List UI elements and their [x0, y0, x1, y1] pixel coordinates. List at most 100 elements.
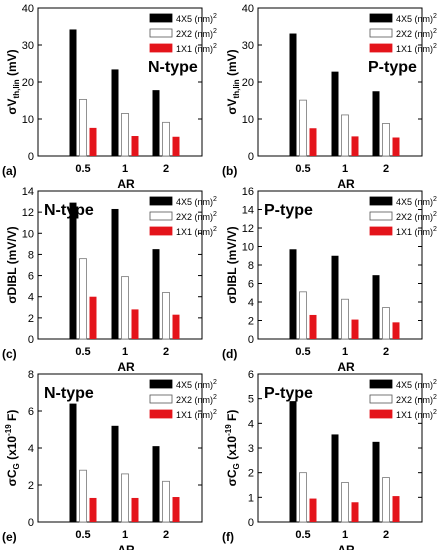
y-axis-label-unit: (mV/V) — [5, 226, 19, 267]
x-tick-label: 1 — [342, 163, 348, 175]
bar-1x1 — [131, 309, 139, 339]
x-tick-label: 1 — [342, 346, 348, 358]
y-tick-label: 4 — [28, 292, 34, 304]
legend-swatch — [149, 43, 173, 53]
y-axis-label-unit: (x10 — [5, 436, 19, 464]
type-annotation: P-type — [368, 59, 417, 76]
y-tick-label: 4 — [28, 443, 34, 455]
y-tick-label: 0 — [248, 334, 254, 346]
legend-label: 1X1 (nm)2 — [396, 409, 437, 420]
legend-swatch — [149, 13, 173, 23]
x-tick-label: 2 — [383, 346, 389, 358]
legend-swatch — [369, 226, 393, 236]
x-axis-label: AR — [117, 360, 135, 374]
y-tick-label: 6 — [28, 271, 34, 283]
panel-label: (b) — [222, 164, 237, 178]
legend-swatch — [369, 13, 393, 23]
y-tick-label: 20 — [242, 77, 254, 89]
bar-1x1 — [351, 136, 359, 156]
bar-1x1 — [89, 127, 97, 156]
bar-2x2 — [382, 307, 390, 340]
bar-2x2 — [341, 114, 349, 157]
legend-swatch — [369, 211, 393, 221]
bar-2x2 — [79, 469, 87, 523]
legend-label-sup: 2 — [213, 379, 217, 386]
y-tick-label: 5 — [248, 394, 254, 406]
legend-label-text: 2X2 (nm) — [396, 212, 433, 222]
legend-label: 1X1 (nm)2 — [176, 226, 217, 237]
y-tick-label: 8 — [28, 369, 34, 381]
legend-label-sup: 2 — [213, 409, 217, 416]
bar-1x1 — [392, 496, 400, 522]
y-tick-label: 0 — [28, 151, 34, 163]
legend-label-text: 4X5 (nm) — [176, 380, 213, 390]
y-tick-label: 0 — [28, 334, 34, 346]
legend-label-sup: 2 — [433, 43, 437, 50]
legend-label: 1X1 (nm)2 — [176, 43, 217, 54]
legend-label: 4X5 (nm)2 — [176, 196, 217, 207]
legend-label: 2X2 (nm)2 — [176, 28, 217, 39]
y-tick-label: 30 — [242, 40, 254, 52]
x-tick-label: 2 — [383, 163, 389, 175]
bar-2x2 — [162, 121, 170, 157]
y-tick-label: 10 — [22, 114, 34, 126]
bar-2x2 — [121, 276, 129, 340]
bar-1x1 — [309, 314, 317, 339]
x-tick-label: 0.5 — [295, 163, 310, 175]
y-axis-label-unit-end: F) — [225, 410, 239, 425]
y-tick-label: 14 — [22, 186, 34, 198]
bar-4x5 — [69, 403, 77, 522]
legend-label-sup: 2 — [433, 379, 437, 386]
legend-label-text: 1X1 (nm) — [396, 410, 433, 420]
y-tick-label: 6 — [248, 369, 254, 381]
legend-label-text: 4X5 (nm) — [396, 14, 433, 24]
legend-label-text: 2X2 (nm) — [176, 29, 213, 39]
type-annotation: P-type — [264, 202, 313, 219]
panel-label: (d) — [222, 347, 237, 361]
bar-2x2 — [341, 298, 349, 340]
bar-1x1 — [392, 322, 400, 339]
x-axis-label: AR — [117, 177, 135, 191]
legend-label-sup: 2 — [433, 13, 437, 20]
bar-2x2 — [162, 480, 170, 523]
y-tick-label: 40 — [242, 3, 254, 15]
bar-2x2 — [341, 482, 349, 523]
legend-swatch — [369, 394, 393, 404]
bar-2x2 — [382, 477, 390, 523]
y-axis-label-main: σC — [5, 469, 19, 486]
bar-1x1 — [351, 502, 359, 522]
chart-panel-a: 0 10 20 30 40 0.5 1 2 AR (a) σVth,lin (mV) N-type 4X… — [2, 3, 217, 191]
x-tick-label: 2 — [163, 346, 169, 358]
bar-4x5 — [372, 441, 380, 522]
y-tick-label: 40 — [22, 3, 34, 15]
legend-label-sup: 2 — [213, 28, 217, 35]
y-axis-label: σCG (x10-19 F) — [4, 410, 21, 487]
y-axis-label-sub: G — [232, 463, 241, 469]
bar-4x5 — [111, 208, 119, 339]
y-tick-label: 8 — [248, 260, 254, 272]
type-annotation: P-type — [264, 385, 313, 402]
panel-label: (a) — [2, 164, 17, 178]
legend-label-text: 2X2 (nm) — [396, 29, 433, 39]
bar-4x5 — [152, 446, 160, 522]
bar-4x5 — [372, 91, 380, 156]
legend-swatch — [369, 409, 393, 419]
legend-swatch — [369, 28, 393, 38]
legend-label-sup: 2 — [433, 28, 437, 35]
y-axis-label-unit: (mV/V) — [225, 226, 239, 267]
bar-4x5 — [331, 71, 339, 156]
legend-label: 2X2 (nm)2 — [396, 394, 437, 405]
y-axis-label-main: σV — [5, 98, 19, 114]
y-tick-label: 0 — [248, 517, 254, 529]
legend-label-sup: 2 — [213, 43, 217, 50]
bar-2x2 — [299, 291, 307, 340]
y-tick-label: 10 — [242, 114, 254, 126]
legend-label-text: 2X2 (nm) — [396, 395, 433, 405]
x-axis-label: AR — [337, 177, 355, 191]
legend-label: 2X2 (nm)2 — [396, 211, 437, 222]
legend-swatch — [369, 379, 393, 389]
y-axis-label-sub: G — [12, 463, 21, 469]
y-axis-label-unit: (mV) — [225, 49, 239, 79]
bar-4x5 — [331, 434, 339, 522]
